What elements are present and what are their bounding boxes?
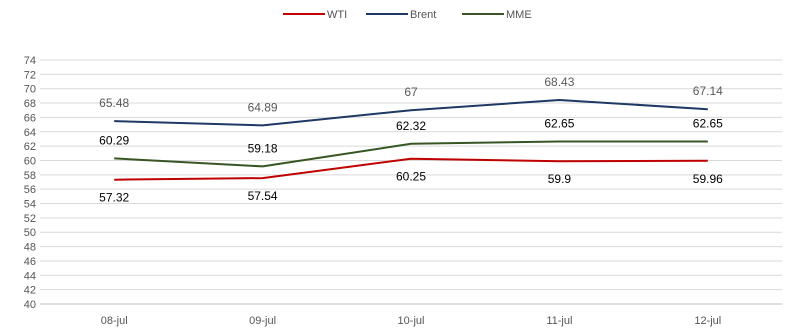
data-label-mme: 62.65 — [544, 116, 574, 130]
y-tick-label: 70 — [24, 84, 36, 96]
data-label-wti: 59.9 — [548, 172, 572, 186]
chart-legend: WTI Brent MME — [283, 9, 532, 21]
series-line-mme — [114, 142, 708, 167]
data-label-wti: 57.32 — [99, 191, 129, 205]
y-tick-label: 60 — [24, 155, 36, 167]
y-tick-label: 46 — [24, 256, 36, 268]
x-tick-label: 12-jul — [694, 315, 721, 327]
x-tick-label: 10-jul — [398, 315, 425, 327]
data-label-brent: 67.14 — [693, 84, 723, 98]
data-label-mme: 60.29 — [99, 133, 129, 147]
data-label-wti: 59.96 — [693, 172, 723, 186]
y-tick-label: 40 — [24, 299, 36, 311]
y-tick-label: 50 — [24, 227, 36, 239]
y-tick-label: 58 — [24, 170, 36, 182]
series-lines — [114, 100, 708, 180]
legend-label-wti: WTI — [327, 9, 347, 21]
x-axis-tick-labels: 08-jul 09-jul 10-jul 11-jul 12-jul — [101, 315, 722, 327]
data-label-mme: 59.18 — [248, 141, 278, 155]
y-tick-label: 68 — [24, 98, 36, 110]
y-tick-label: 66 — [24, 112, 36, 124]
y-tick-label: 62 — [24, 141, 36, 153]
data-label-brent: 64.89 — [248, 100, 278, 114]
y-tick-label: 72 — [24, 69, 36, 81]
y-tick-label: 56 — [24, 184, 36, 196]
y-tick-label: 42 — [24, 285, 36, 297]
y-tick-label: 74 — [24, 55, 36, 67]
data-label-brent: 65.48 — [99, 96, 129, 110]
legend-label-brent: Brent — [410, 9, 436, 21]
y-axis-tick-labels: 40 42 44 46 48 50 52 54 56 58 60 62 64 66 68 70 72 74 — [24, 55, 36, 311]
x-tick-label: 08-jul — [101, 315, 128, 327]
data-labels: 57.32 57.54 60.25 59.9 59.96 65.48 64.89 67 68.4… — [99, 75, 723, 205]
x-tick-label: 11-jul — [546, 315, 572, 327]
data-label-brent: 68.43 — [544, 75, 574, 89]
data-label-wti: 57.54 — [248, 189, 278, 203]
y-tick-label: 44 — [24, 270, 36, 282]
data-label-brent: 67 — [404, 85, 418, 99]
y-tick-label: 48 — [24, 242, 36, 254]
legend-label-mme: MME — [506, 9, 532, 21]
x-tick-label: 09-jul — [249, 315, 276, 327]
data-label-mme: 62.65 — [693, 116, 723, 130]
y-tick-label: 54 — [24, 199, 36, 211]
y-tick-label: 52 — [24, 213, 36, 225]
data-label-wti: 60.25 — [396, 170, 426, 184]
y-tick-label: 64 — [24, 127, 36, 139]
data-label-mme: 62.32 — [396, 119, 426, 133]
